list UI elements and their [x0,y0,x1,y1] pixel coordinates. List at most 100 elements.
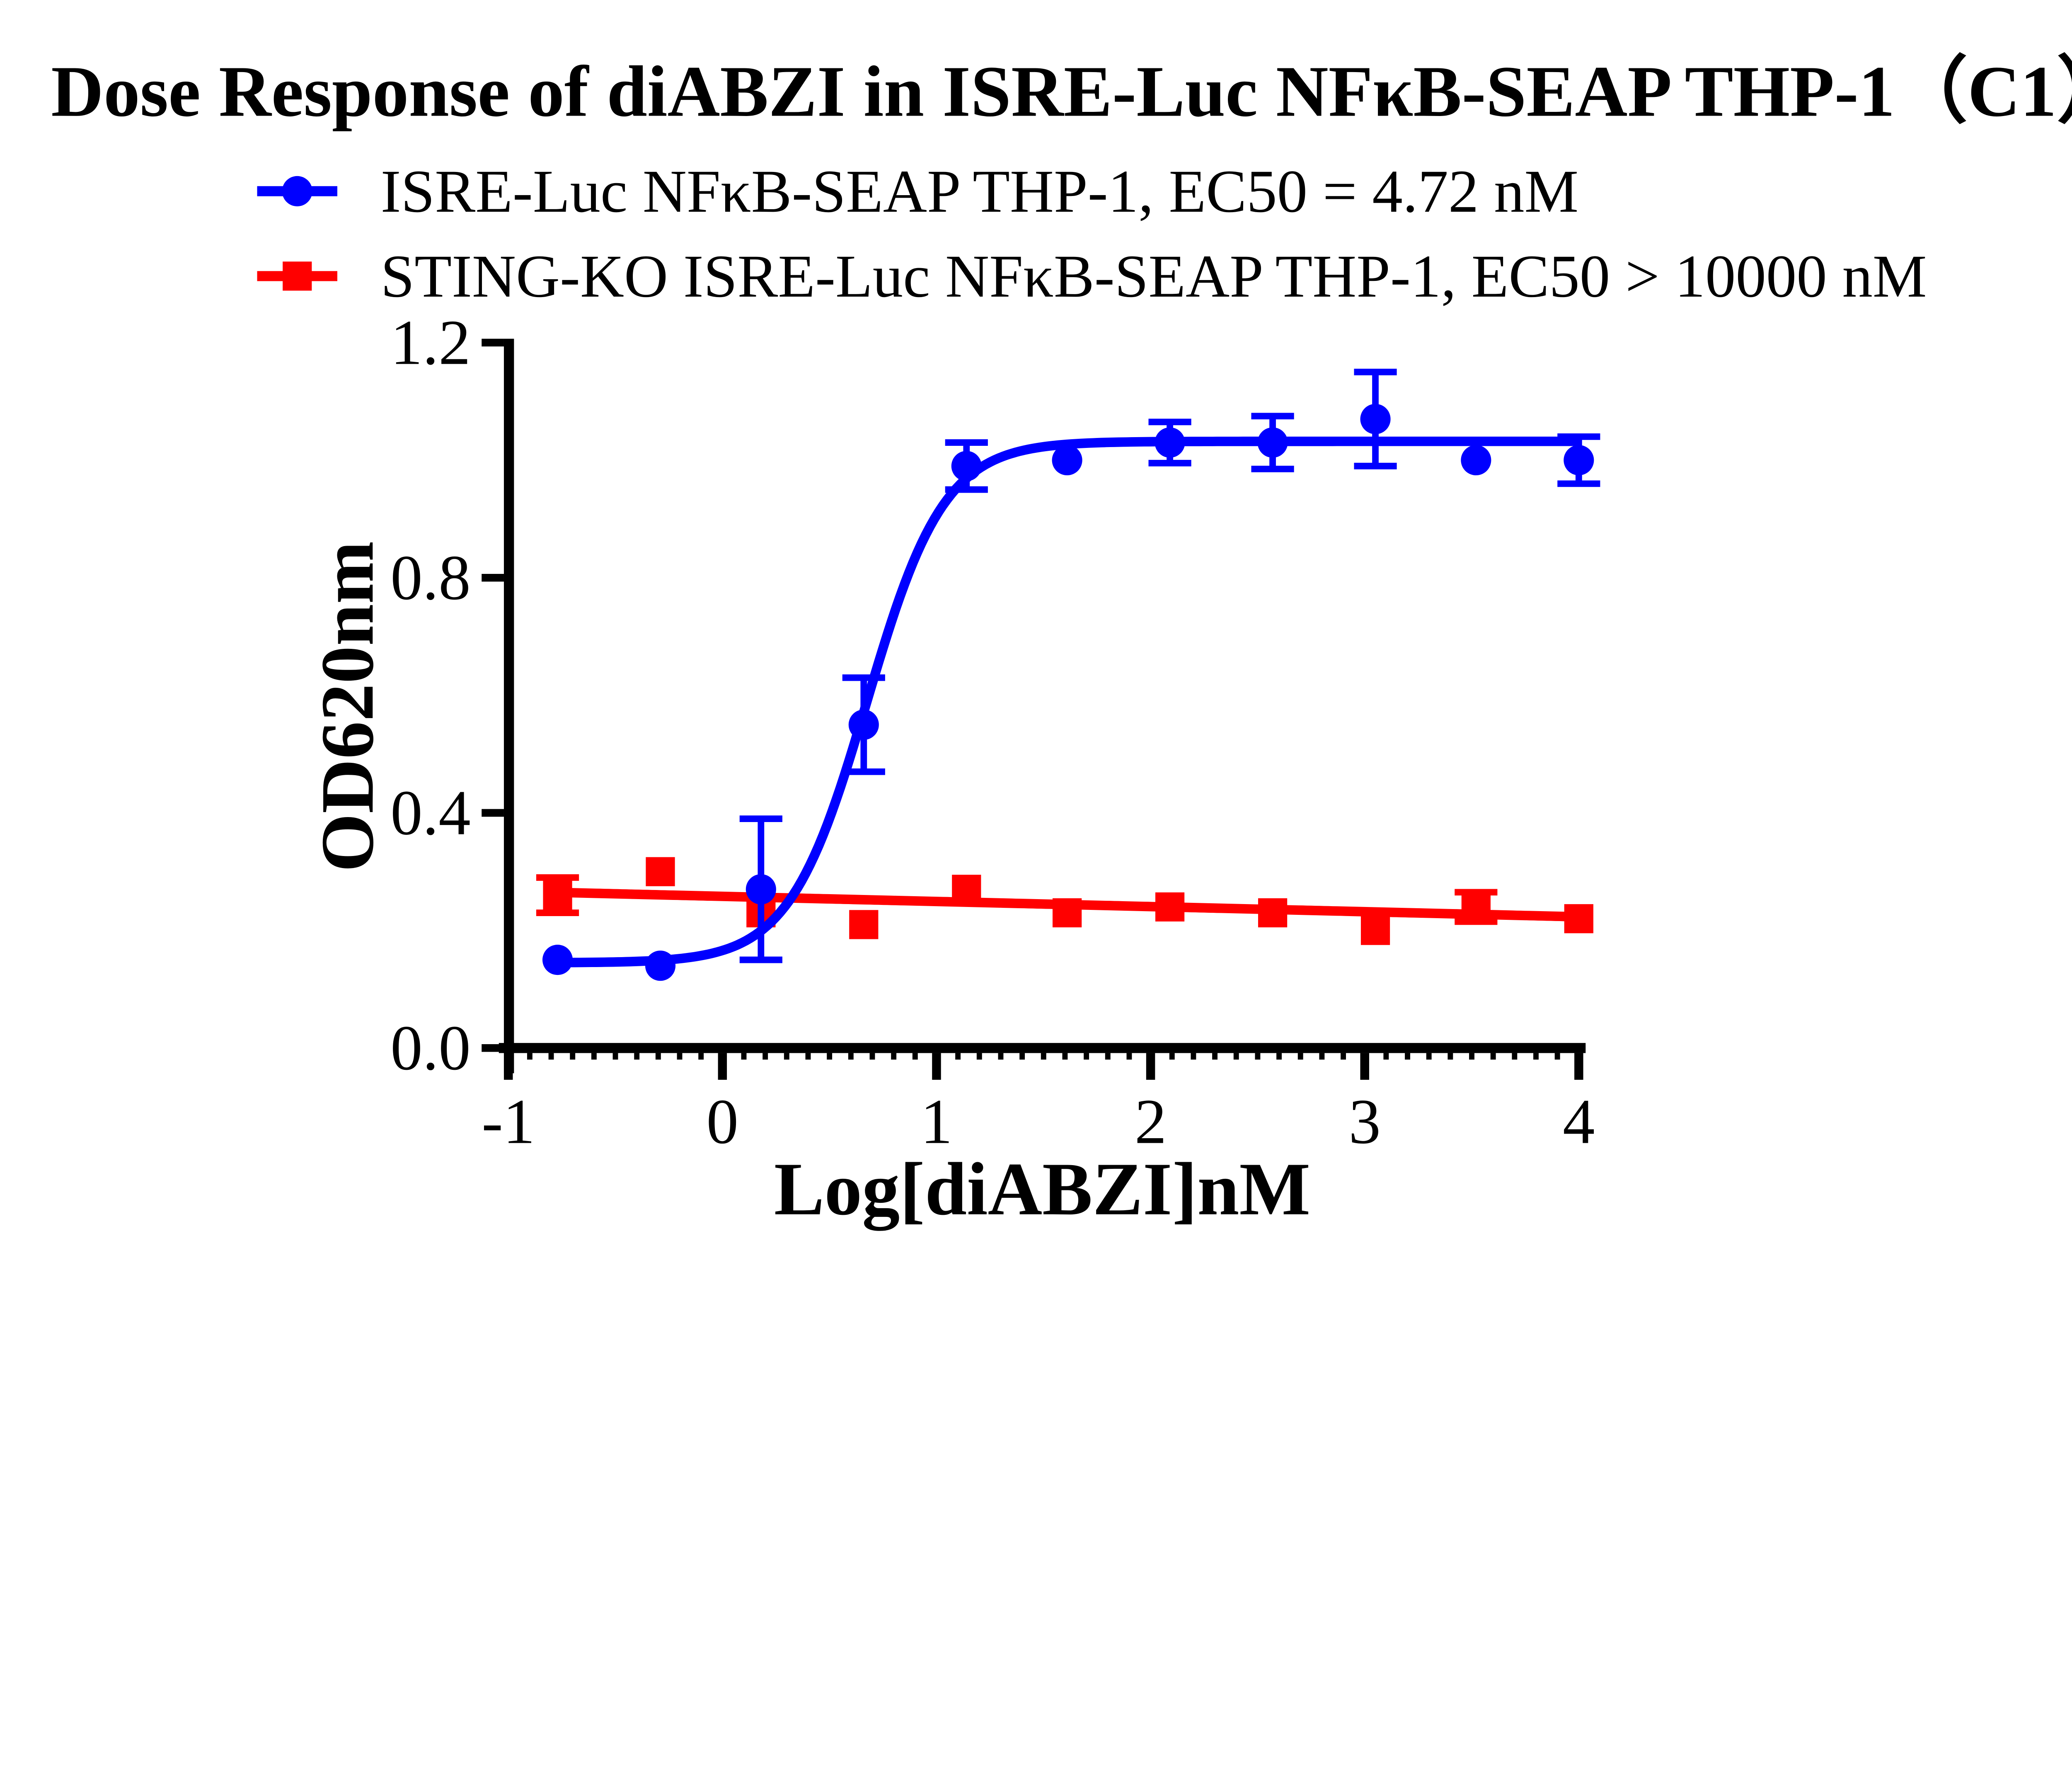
chart-title: Dose Response of diABZI in ISRE-Luc NFκB… [51,51,2072,131]
x-major-tick [932,1053,941,1080]
x-minor-tick [827,1053,833,1060]
x-minor-tick [1319,1053,1325,1060]
data-point-circle [1360,404,1391,434]
y-major-tick [482,1044,504,1052]
data-point-square [952,875,981,904]
data-point-square [543,880,572,910]
legend-circle-marker-icon [282,176,312,206]
x-minor-tick [869,1053,875,1060]
x-minor-tick [1426,1053,1432,1060]
x-minor-tick [1062,1053,1068,1060]
y-major-tick [482,809,504,817]
x-minor-tick [1105,1053,1111,1060]
x-minor-tick [955,1053,961,1060]
x-minor-tick [1341,1053,1346,1060]
x-tick-label: 3 [1349,1086,1381,1157]
y-tick-label: 1.2 [390,307,470,378]
x-minor-tick [1255,1053,1261,1060]
data-point-square [1155,892,1185,921]
legend-label-isre-luc: ISRE-Luc NFκB-SEAP THP-1, EC50 = 4.72 nM [381,157,1579,225]
data-point-circle [542,945,573,975]
x-major-tick [1574,1053,1583,1080]
x-minor-tick [655,1053,661,1060]
x-axis-spine [499,1043,1586,1053]
series-isre-luc [542,368,1600,981]
legend-item-isre-luc: ISRE-Luc NFκB-SEAP THP-1, EC50 = 4.72 nM [257,157,1579,225]
data-point-circle [951,451,982,481]
data-point-circle [1564,445,1594,476]
x-minor-tick [741,1053,747,1060]
x-minor-tick [634,1053,640,1060]
x-minor-tick [1469,1053,1474,1060]
x-tick-label: 2 [1135,1086,1167,1157]
x-minor-tick [1041,1053,1046,1060]
dose-response-chart: Dose Response of diABZI in ISRE-Luc NFκB… [51,51,2072,1231]
data-point-square [1258,898,1288,928]
data-point-square [646,857,675,886]
x-minor-tick [1084,1053,1089,1060]
y-major-tick [482,339,504,347]
x-tick-label: 4 [1563,1086,1595,1157]
data-point-circle [1052,445,1082,476]
y-axis-title: OD620nm [306,541,389,872]
x-major-tick [503,1053,513,1080]
x-minor-tick [1276,1053,1282,1060]
y-axis-spine [503,339,514,1074]
x-minor-tick [784,1053,789,1060]
legend-label-sting-ko: STING-KO ISRE-Luc NFκB-SEAP THP-1, EC50 … [381,242,1927,310]
x-minor-tick [1297,1053,1303,1060]
dose-response-figure: Dose Response of diABZI in ISRE-Luc NFκB… [51,51,2072,1231]
y-tick-label: 0.8 [390,542,470,613]
data-point-circle [1461,445,1491,476]
x-minor-tick [698,1053,704,1060]
axes: 0.0 0.4 0.8 1.2 -1 0 1 2 3 4 [390,307,1595,1157]
x-tick-label: 0 [707,1086,738,1157]
data-point-circle [1257,427,1288,458]
data-point-circle [848,709,879,740]
x-axis-title: Log[diABZI]nM [774,1148,1310,1231]
x-minor-tick [1191,1053,1196,1060]
x-minor-tick [1447,1053,1453,1060]
x-minor-tick [527,1053,533,1060]
data-point-square [849,910,879,939]
y-major-tick [482,574,504,582]
data-point-square [1360,916,1390,945]
x-minor-tick [677,1053,683,1060]
x-tick-label: 1 [920,1086,952,1157]
y-tick-label: 0.0 [390,1013,470,1083]
x-minor-tick [591,1053,597,1060]
x-major-tick [1360,1053,1369,1080]
legend-item-sting-ko: STING-KO ISRE-Luc NFκB-SEAP THP-1, EC50 … [257,242,1927,310]
x-minor-tick [912,1053,918,1060]
x-minor-tick [1512,1053,1518,1060]
x-minor-tick [1383,1053,1389,1060]
series-sting-ko [536,857,1593,945]
x-major-tick [718,1053,727,1080]
x-minor-tick [805,1053,811,1060]
fit-curve [553,436,1582,967]
data-point-square [1564,904,1593,934]
x-minor-tick [612,1053,618,1060]
legend-square-marker-icon [283,261,312,291]
x-minor-tick [1554,1053,1560,1060]
x-minor-tick [1233,1053,1239,1060]
x-minor-tick [762,1053,768,1060]
x-minor-tick [570,1053,576,1060]
x-tick-label: -1 [482,1086,535,1157]
data-point-circle [1155,427,1185,458]
x-minor-tick [1019,1053,1025,1060]
x-minor-tick [1212,1053,1218,1060]
x-minor-tick [1405,1053,1410,1060]
x-minor-tick [1126,1053,1132,1060]
data-point-circle [746,874,776,905]
x-minor-tick [1169,1053,1175,1060]
legend: ISRE-Luc NFκB-SEAP THP-1, EC50 = 4.72 nM… [257,157,1927,310]
x-minor-tick [848,1053,854,1060]
data-point-circle [645,950,676,981]
x-minor-tick [891,1053,897,1060]
x-major-tick [1146,1053,1155,1080]
x-minor-tick [1490,1053,1496,1060]
plot-area [536,368,1600,981]
x-minor-tick [1533,1053,1539,1060]
x-minor-tick [998,1053,1004,1060]
